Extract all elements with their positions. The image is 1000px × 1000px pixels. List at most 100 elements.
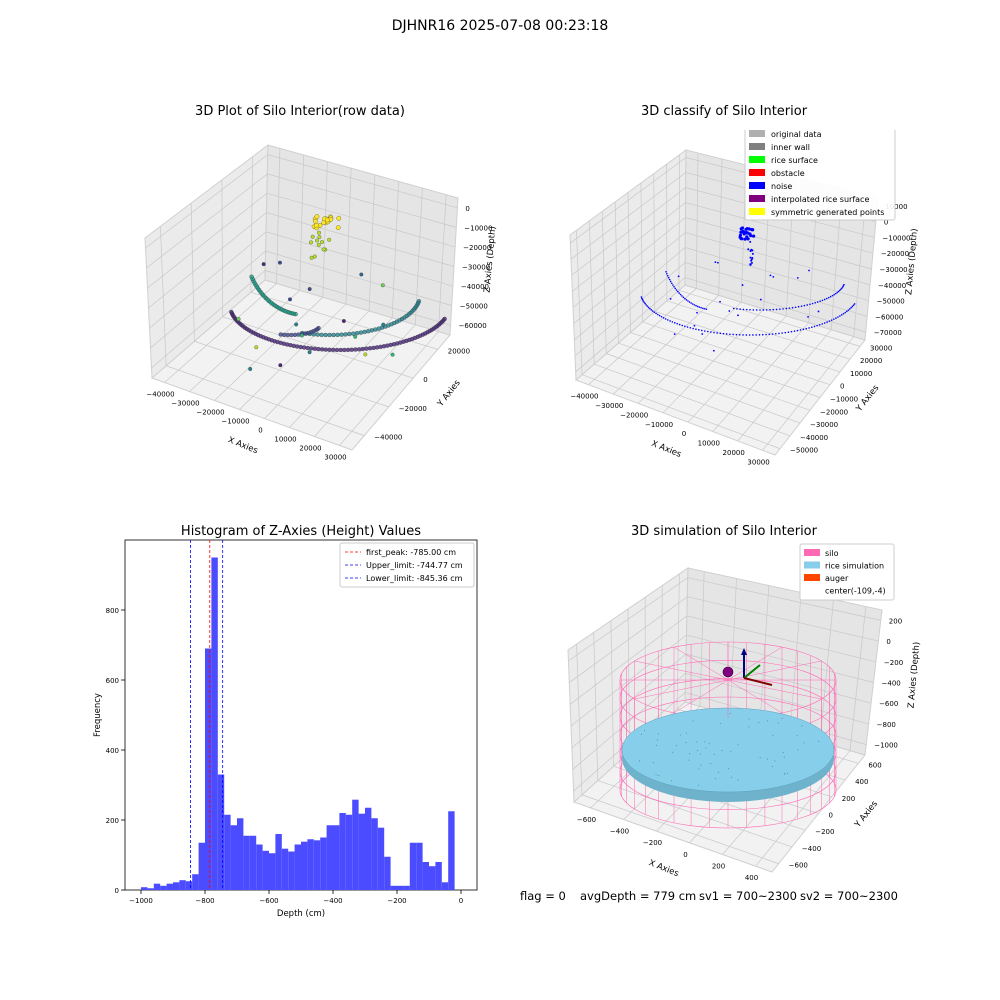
histogram-bar	[275, 834, 282, 890]
histogram-bar	[173, 882, 180, 890]
data-point	[772, 308, 775, 311]
data-point	[356, 347, 362, 352]
data-point	[747, 248, 750, 251]
data-point	[751, 234, 756, 238]
data-point	[309, 240, 313, 245]
data-point	[339, 332, 344, 337]
y-tick-label: −200	[815, 828, 834, 836]
histogram-bar	[166, 883, 173, 890]
z-tick-label: 0	[884, 219, 888, 227]
data-point	[745, 334, 748, 336]
rice-surface	[621, 707, 835, 793]
data-point	[662, 317, 665, 319]
sv2-text: sv2 = 700~2300	[800, 889, 898, 903]
x-axis-label: Depth (cm)	[277, 909, 325, 919]
data-point	[681, 324, 684, 327]
data-point	[285, 332, 290, 338]
data-point	[790, 330, 793, 333]
x-tick-label: −40000	[570, 393, 598, 401]
z-tick-label: −70000	[874, 329, 902, 337]
data-point	[758, 334, 761, 336]
data-point	[700, 329, 703, 332]
data-point	[785, 307, 788, 310]
data-point	[294, 322, 299, 327]
data-point	[735, 333, 738, 336]
surface-mesh-dot	[777, 722, 779, 724]
data-point	[248, 367, 253, 371]
data-point	[775, 308, 778, 311]
surface-mesh-dot	[700, 764, 702, 766]
data-point	[791, 306, 794, 309]
surface-mesh-dot	[655, 774, 657, 776]
data-point	[809, 303, 811, 306]
histogram-bar	[313, 840, 321, 890]
grid-line	[678, 289, 861, 347]
data-point	[698, 329, 700, 331]
data-point	[317, 235, 322, 240]
data-point	[367, 346, 373, 351]
data-point	[719, 332, 722, 335]
data-point	[307, 287, 312, 291]
data-point	[640, 296, 643, 298]
histogram-bar	[301, 841, 308, 890]
data-point	[684, 325, 686, 328]
silo-spoke	[727, 679, 783, 714]
surface-mesh-dot	[698, 768, 700, 770]
data-point	[742, 308, 745, 311]
data-point	[696, 311, 698, 314]
legend-swatch	[804, 549, 820, 556]
data-point	[678, 292, 680, 294]
data-point	[701, 333, 704, 335]
data-point	[331, 347, 336, 353]
histogram-bar	[211, 557, 218, 890]
data-point	[309, 346, 314, 351]
surface-mesh-dot	[737, 744, 739, 746]
data-point	[650, 309, 653, 311]
data-point	[362, 329, 367, 335]
grid-line	[569, 615, 877, 705]
data-point	[796, 276, 799, 279]
z-tick-label: −10000	[464, 224, 492, 232]
z-tick-label: −40000	[461, 283, 489, 291]
surface-mesh-dot	[708, 743, 710, 745]
data-point	[658, 314, 661, 317]
data-point	[803, 304, 806, 307]
grid-line	[148, 212, 455, 309]
data-point	[353, 334, 358, 339]
data-point	[828, 320, 831, 322]
data-point	[741, 230, 745, 234]
data-point	[381, 322, 386, 327]
data-point	[323, 332, 328, 338]
data-point	[313, 218, 318, 224]
data-point	[660, 315, 663, 318]
data-point	[695, 328, 697, 330]
surface-mesh-dot	[644, 729, 646, 731]
data-point	[755, 334, 758, 336]
histogram-bar	[198, 842, 205, 890]
data-point	[738, 334, 741, 336]
data-point	[313, 222, 319, 228]
z-tick-label: −60000	[459, 322, 487, 330]
histogram-bar	[333, 825, 340, 890]
data-point	[793, 330, 796, 332]
data-point	[746, 237, 750, 241]
data-point	[677, 290, 679, 293]
data-point	[710, 331, 712, 333]
data-point	[651, 310, 654, 312]
data-point	[664, 318, 667, 320]
figure-title: DJHNR16 2025-07-08 00:23:18	[391, 18, 609, 34]
center-marker	[722, 666, 734, 678]
data-point	[677, 275, 680, 278]
x-tick-label: −400	[610, 828, 629, 836]
data-point	[360, 346, 365, 352]
y-tick-label: 10000	[850, 370, 872, 378]
data-point	[840, 314, 843, 316]
data-point	[369, 328, 374, 333]
data-point	[728, 310, 731, 312]
z-tick-label: −1000	[874, 742, 898, 750]
histogram-bar	[179, 880, 186, 890]
histogram-bar	[217, 774, 225, 890]
histogram-bar	[320, 837, 327, 890]
histogram-bar	[352, 799, 359, 890]
data-point	[707, 330, 709, 333]
